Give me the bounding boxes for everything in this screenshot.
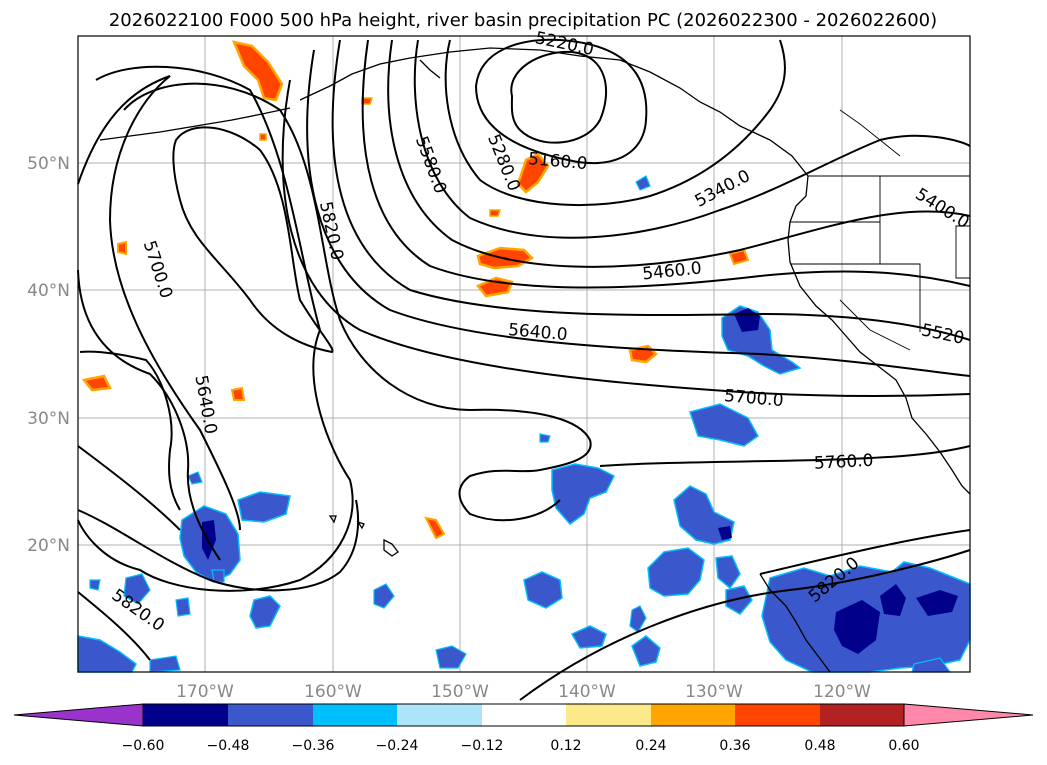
precip-area [117,240,127,256]
precip-area [539,433,551,443]
lon-label: 150°W [431,682,489,702]
colorbar-segment [13,703,144,727]
colorbar-tick: 0.24 [635,738,666,754]
precip-area [715,555,741,590]
colorbar-tick: −0.12 [461,738,504,754]
colorbar-segment [482,704,566,726]
colorbar-tick: −0.60 [122,738,165,754]
precip-area [635,175,651,191]
figure-title: 2026022100 F000 500 hPa height, river ba… [109,10,937,31]
precip-area [230,386,246,401]
precip-area [631,635,661,667]
lon-label: 130°W [685,682,743,702]
precip-area [123,573,151,605]
colorbar-tick: −0.36 [292,738,335,754]
map-frame [77,35,971,673]
lat-label: 50°N [27,154,70,174]
precip-area [916,590,958,616]
precip-area [728,248,750,266]
colorbar-segment [820,704,904,726]
colorbar-segment [397,704,482,726]
precip-area [629,605,647,633]
lat-label: 30°N [27,409,70,429]
colorbar-ticks: −0.60 −0.48 −0.36 −0.24 −0.12 0.12 0.24 … [122,738,920,754]
colorbar-tick: 0.12 [550,738,581,754]
precip-area [211,569,225,583]
precip-area [231,40,284,102]
precip-area [259,133,267,141]
precip-area [489,209,502,217]
precip-area [834,600,880,654]
colorbar-segment [143,704,228,726]
precip-area [647,547,705,597]
precip-area [175,597,191,617]
colorbar-tick: 0.60 [888,738,919,754]
colorbar [13,703,1034,727]
precip-positive-areas [81,40,750,540]
precip-area [202,520,216,560]
precip-area [551,463,616,526]
precip-area [424,516,446,540]
precip-area [149,655,181,673]
height-contours [77,38,971,701]
colorbar-segment [566,704,651,726]
lon-label: 160°W [304,682,362,702]
precip-area [89,579,101,591]
lat-label: 40°N [27,281,70,301]
precip-area [689,403,759,447]
lat-label: 20°N [27,536,70,556]
colorbar-segment [735,704,820,726]
colorbar-tick: −0.48 [207,738,250,754]
precip-area [373,583,395,609]
precip-area [249,595,281,629]
precip-area [187,471,203,485]
precip-area [880,584,906,616]
lon-label: 140°W [558,682,616,702]
latitude-labels: 50°N 40°N 30°N 20°N [27,154,70,556]
lon-label: 170°W [176,682,234,702]
colorbar-segment [313,704,397,726]
colorbar-segment [651,704,735,726]
lon-label: 120°W [813,682,871,702]
precip-area [570,625,607,649]
contour-label: 5760.0 [814,451,874,474]
colorbar-tick: 0.36 [719,738,750,754]
precip-area [516,152,550,194]
colorbar-tick: −0.24 [376,738,419,754]
precip-area [237,491,291,523]
colorbar-frame [142,703,905,727]
longitude-labels: 170°W 160°W 150°W 140°W 130°W 120°W [176,682,871,702]
colorbar-tick: 0.48 [804,738,835,754]
precip-area [718,526,732,540]
graticule [78,36,970,672]
precip-area [81,374,112,392]
colorbar-segment [903,703,1034,727]
colorbar-segment [228,704,313,726]
precip-area [523,571,563,609]
precip-area [725,585,753,615]
precip-area [435,645,467,669]
